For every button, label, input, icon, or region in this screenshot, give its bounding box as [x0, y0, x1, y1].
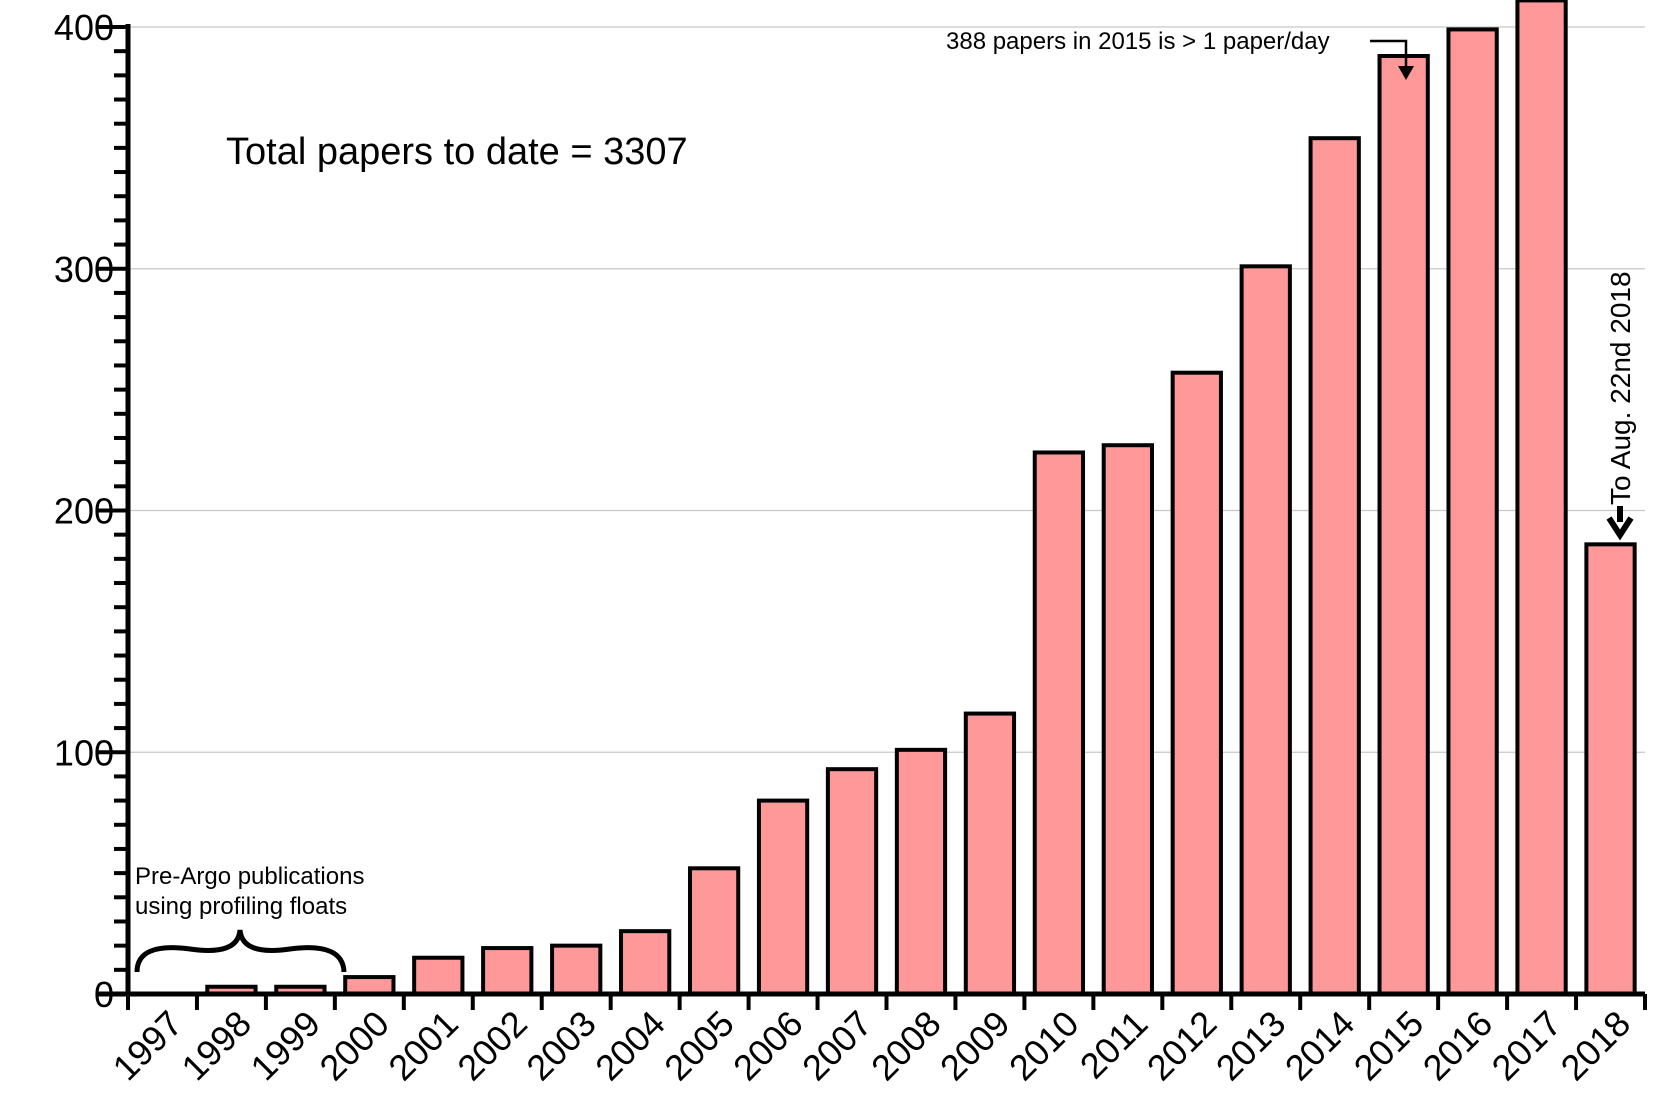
- bar-2018: [1584, 542, 1637, 996]
- x-tick-label-2003: 2003: [518, 1003, 604, 1089]
- x-tick-label-2010: 2010: [1001, 1003, 1087, 1089]
- x-tick-label-2008: 2008: [863, 1003, 949, 1089]
- x-tick-label-2018: 2018: [1553, 1003, 1639, 1089]
- x-tick-label-2013: 2013: [1208, 1003, 1294, 1089]
- bar-2006: [756, 798, 810, 996]
- axes: [98, 24, 1647, 1010]
- bars: [205, 0, 1637, 997]
- y-tick-label-400: 400: [54, 7, 114, 48]
- x-tick-label-2004: 2004: [587, 1003, 673, 1089]
- bar-2014: [1308, 136, 1361, 996]
- bar-2001: [412, 955, 465, 996]
- x-tick-label-2000: 2000: [311, 1003, 397, 1089]
- bar-2010: [1032, 450, 1086, 997]
- to-date-annotation: To Aug. 22nd 2018: [1605, 271, 1636, 505]
- y-tick-label-0: 0: [94, 974, 114, 1015]
- x-tick-label-2011: 2011: [1072, 1003, 1156, 1087]
- bar-2003: [550, 943, 603, 997]
- x-tick-label-2009: 2009: [932, 1003, 1018, 1089]
- total-papers-annotation: Total papers to date = 3307: [226, 131, 688, 173]
- bar-2017: [1515, 0, 1568, 997]
- x-tick-label-1997: 1997: [105, 1003, 191, 1089]
- bar-2012: [1170, 370, 1223, 996]
- paper-per-day-arrowhead: [1398, 66, 1414, 80]
- bar-2000: [343, 975, 396, 997]
- paper-per-day-annotation: 388 papers in 2015 is > 1 paper/day: [946, 28, 1330, 55]
- pre-argo-brace: [134, 929, 347, 973]
- x-tick-label-1999: 1999: [242, 1003, 328, 1089]
- x-tick-label-2002: 2002: [449, 1003, 535, 1089]
- x-tick-label-1998: 1998: [173, 1003, 259, 1089]
- bar-2016: [1446, 27, 1499, 997]
- bar-2004: [619, 929, 672, 997]
- x-tick-label-2017: 2017: [1484, 1003, 1570, 1089]
- bar-2011: [1101, 443, 1154, 997]
- x-tick-label-2015: 2015: [1346, 1003, 1432, 1089]
- bar-2005: [687, 866, 741, 996]
- x-tick-label-2005: 2005: [656, 1003, 742, 1089]
- y-tick-label-300: 300: [54, 249, 114, 290]
- bar-2002: [481, 946, 534, 997]
- x-tick-label-2014: 2014: [1277, 1003, 1363, 1089]
- pre-argo-annotation-line1: Pre-Argo publications: [135, 863, 364, 890]
- bar-2013: [1239, 264, 1292, 996]
- bar-2007: [825, 767, 879, 996]
- bar-2008: [894, 747, 948, 997]
- x-tick-label-2007: 2007: [794, 1003, 880, 1089]
- x-tick-label-2006: 2006: [725, 1003, 811, 1089]
- x-tick-label-2001: 2001: [380, 1003, 466, 1089]
- bar-2009: [963, 711, 1017, 996]
- paper-per-day-leader: [1370, 39, 1408, 70]
- y-tick-label-200: 200: [54, 491, 114, 532]
- pre-argo-annotation-line2: using profiling floats: [135, 893, 347, 920]
- x-tick-label-2012: 2012: [1139, 1003, 1225, 1089]
- y-tick-label-100: 100: [54, 732, 114, 773]
- x-tick-label-2016: 2016: [1415, 1003, 1501, 1089]
- bar-2015: [1377, 54, 1430, 996]
- to-date-arrow: [1606, 506, 1634, 541]
